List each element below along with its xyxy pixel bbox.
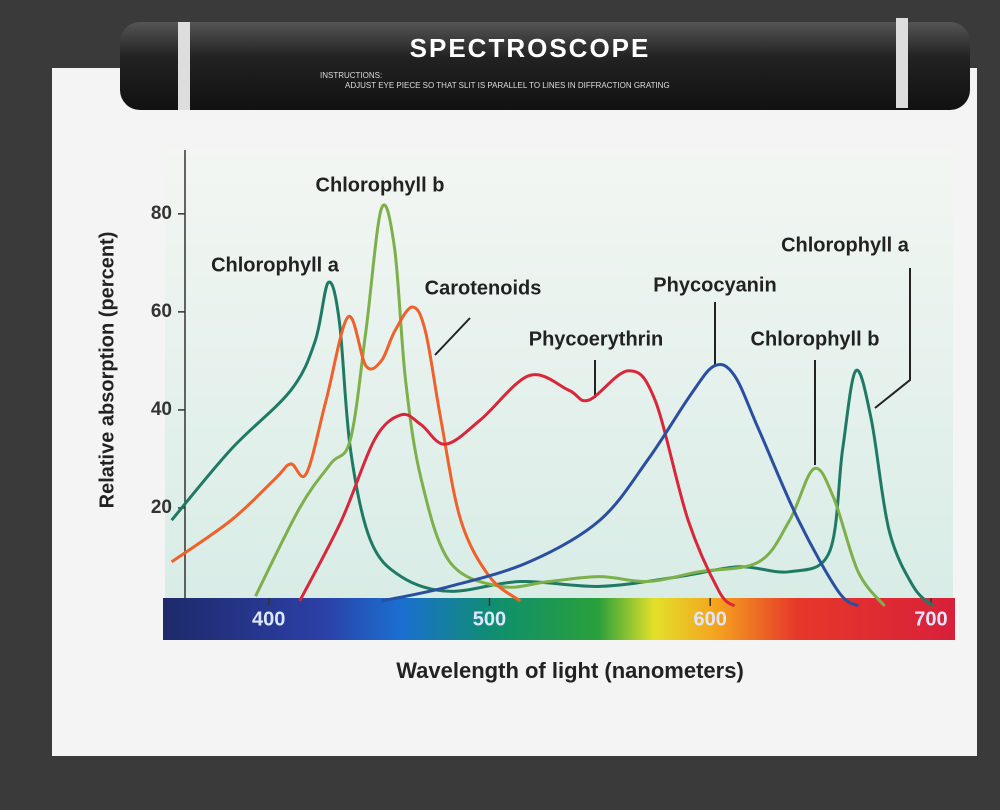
y-tick-label: 60	[151, 301, 172, 322]
instructions-label: INSTRUCTIONS:	[320, 71, 382, 80]
tube-band	[178, 22, 190, 110]
leader-line	[434, 317, 471, 356]
y-tick-label: 20	[151, 497, 172, 518]
y-axis-label: Relative absorption (percent)	[96, 232, 118, 509]
annotation: Chlorophyll a	[781, 234, 910, 256]
annotation: Chlorophyll b	[316, 174, 445, 196]
x-tick-label: 400	[252, 608, 285, 630]
series-line	[298, 369, 736, 608]
annotation: Phycoerythrin	[529, 328, 663, 350]
series-line	[170, 305, 522, 603]
leader-lines	[434, 268, 911, 465]
series-line	[380, 362, 859, 608]
annotation: Chlorophyll a	[211, 254, 340, 276]
series-line	[254, 203, 886, 607]
plot-area	[165, 150, 953, 606]
spectroscope-title: SPECTROSCOPE	[410, 33, 651, 63]
instructions: ADJUST EYE PIECE SO THAT SLIT IS PARALLE…	[345, 81, 670, 90]
y-tick-label: 40	[151, 399, 172, 420]
leader-line	[874, 268, 911, 409]
y-tick-label: 80	[151, 203, 172, 224]
x-tick-label: 500	[473, 608, 506, 630]
tube-band	[896, 18, 908, 108]
x-tick-label: 600	[694, 608, 727, 630]
annotation: Phycocyanin	[653, 274, 776, 296]
annotation: Chlorophyll b	[751, 328, 880, 350]
x-axis-label: Wavelength of light (nanometers)	[396, 658, 744, 683]
spectroscope-tube	[120, 22, 970, 110]
x-tick-label: 700	[914, 608, 947, 630]
annotation: Carotenoids	[425, 277, 542, 299]
spectrum-bar	[163, 598, 955, 640]
